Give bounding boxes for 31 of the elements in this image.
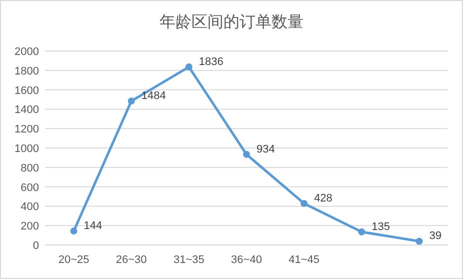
y-tick-label: 0 xyxy=(32,240,39,252)
chart-title: 年龄区间的订单数量 xyxy=(160,13,304,31)
x-tick-label: 36~40 xyxy=(231,254,262,266)
x-tick-label: 41~45 xyxy=(288,254,320,266)
point xyxy=(358,228,366,236)
x-tick-label: 31~35 xyxy=(173,254,204,266)
y-tick-label: 1000 xyxy=(14,143,39,155)
y-tick-label: 400 xyxy=(20,201,39,214)
data-label: 39 xyxy=(429,230,442,242)
y-tick-label: 2000 xyxy=(14,46,39,58)
data-label: 1836 xyxy=(198,56,224,68)
data-label: 1484 xyxy=(141,90,166,102)
y-tick-label: 1200 xyxy=(14,124,39,136)
point xyxy=(185,63,192,70)
point xyxy=(128,98,135,105)
y-tick-label: 200 xyxy=(20,220,39,233)
y-tick-label: 1800 xyxy=(14,65,39,78)
data-label: 144 xyxy=(84,220,102,232)
x-tick-label: 26~30 xyxy=(116,254,147,266)
point xyxy=(70,228,78,235)
y-tick-label: 1600 xyxy=(14,84,39,97)
data-label: 934 xyxy=(256,143,275,156)
x-tick-label: 20~25 xyxy=(58,254,90,266)
y-tick-label: 600 xyxy=(20,182,39,194)
point xyxy=(243,150,250,158)
y-tick-label: 800 xyxy=(20,162,39,174)
data-label: 428 xyxy=(314,192,332,204)
y-tick-label: 1400 xyxy=(14,104,39,116)
data-label: 135 xyxy=(372,220,390,233)
point xyxy=(416,238,423,245)
point xyxy=(300,200,308,207)
